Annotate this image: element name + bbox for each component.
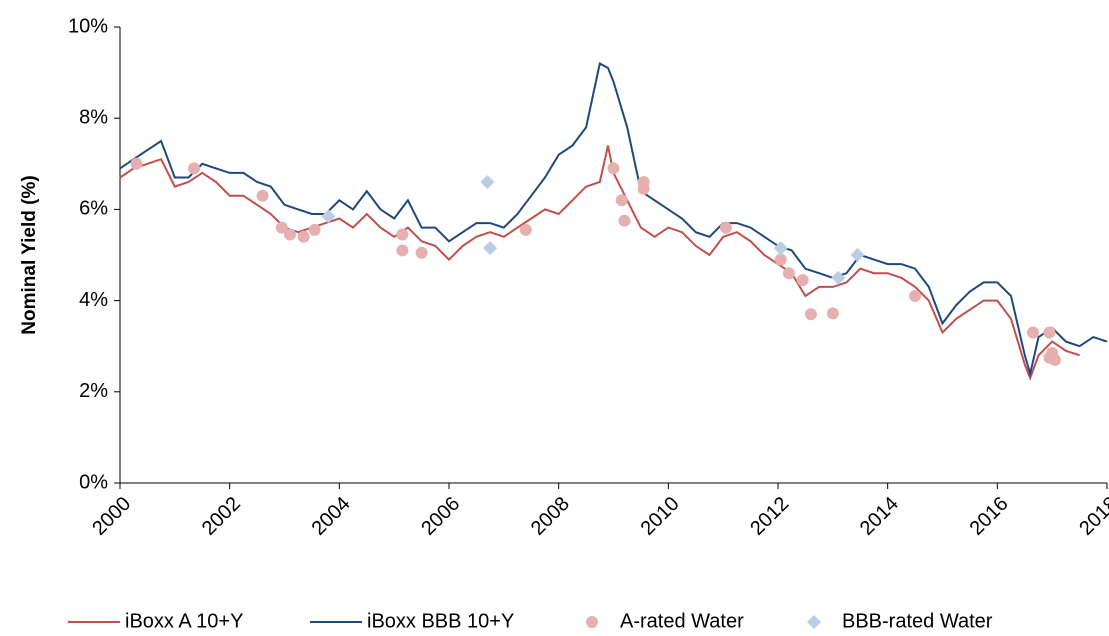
point [796, 274, 809, 287]
point [607, 162, 620, 175]
y-tick-label: 6% [79, 198, 108, 220]
point [519, 223, 532, 236]
point [396, 244, 409, 257]
x-tick-label: 2012 [746, 493, 793, 540]
point [804, 308, 817, 321]
point [188, 162, 201, 175]
diamond-point [831, 270, 846, 285]
y-axis-title: Nominal Yield (%) [19, 175, 40, 334]
diamond-point [321, 209, 336, 224]
x-tick-label: 2004 [308, 493, 355, 540]
x-tick-label: 2008 [527, 493, 574, 540]
x-tick-label: 2010 [637, 493, 684, 540]
legend-swatch [586, 616, 598, 628]
point [297, 230, 310, 243]
x-tick-label: 2000 [88, 493, 135, 540]
diamond-point [773, 241, 788, 256]
legend-label: iBoxx A 10+Y [125, 610, 243, 632]
series-line [119, 61, 1108, 378]
point [618, 214, 631, 227]
y-tick-label: 0% [79, 471, 108, 493]
x-tick-label: 2014 [856, 493, 903, 540]
point [719, 221, 732, 234]
x-tick-label: 2016 [966, 493, 1013, 540]
point [275, 221, 288, 234]
legend-label: BBB-rated Water [842, 610, 993, 632]
x-tick-label: 2006 [417, 493, 464, 540]
x-tick-label: 2018 [1075, 493, 1109, 540]
point [1046, 347, 1059, 360]
y-tick-label: 2% [79, 380, 108, 402]
x-tick-label: 2002 [198, 493, 245, 540]
point [130, 157, 143, 170]
y-tick-label: 4% [79, 289, 108, 311]
legend-label: A-rated Water [620, 610, 744, 632]
legend-label: iBoxx BBB 10+Y [367, 610, 514, 632]
diamond-point [850, 248, 865, 262]
y-tick-label: 8% [79, 106, 108, 128]
point [1026, 326, 1039, 339]
legend-swatch [807, 615, 821, 629]
point [415, 246, 428, 259]
point [909, 290, 922, 303]
diamond-point [483, 241, 498, 256]
point [637, 182, 650, 195]
y-tick-label: 10% [68, 15, 108, 37]
point [283, 228, 296, 241]
point [256, 189, 269, 202]
point [782, 267, 795, 280]
point [774, 253, 787, 266]
point [615, 194, 628, 207]
series-line [119, 145, 1080, 381]
point [826, 307, 839, 320]
point [308, 223, 321, 236]
point [1043, 326, 1056, 339]
point [396, 228, 409, 241]
diamond-point [480, 175, 495, 190]
